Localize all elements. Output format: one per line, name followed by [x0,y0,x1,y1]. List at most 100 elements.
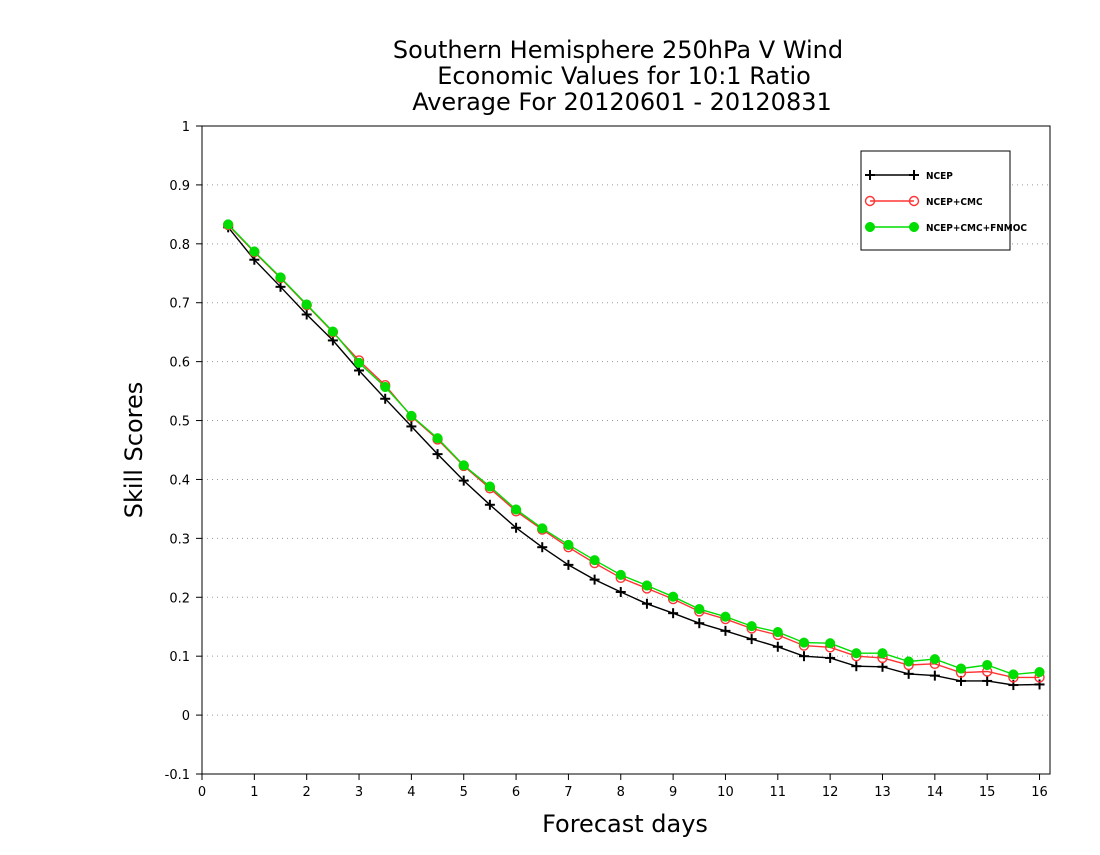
point-2-22 [798,637,810,648]
y-axis-ticks: -0.1 0 0.1 0.2 0.3 0.4 0.5 0.6 0.7 0.8 0.9 1 [165,120,202,783]
x-tick-label-13: 13 [874,785,891,800]
title-line-3: Average For 20120601 - 20120831 [412,88,832,116]
y-tick-label-6: 0.5 [169,415,190,430]
point-2-11 [511,504,522,515]
plot-frame [201,125,1051,775]
point-2-9 [458,460,469,471]
point-2-27 [929,654,940,665]
x-axis-ticks: 0 1 2 3 4 5 6 7 8 9 10 11 12 13 14 15 16 [198,774,1048,800]
y-tick-label-8: 0.7 [169,297,190,312]
point-2-30 [1008,669,1019,680]
point-0-19 [720,625,731,636]
point-0-10 [484,499,495,510]
legend-label-0: NCEP [926,171,953,182]
point-2-12 [537,523,548,534]
point-0-11 [511,522,522,533]
y-tick-label-1: 0 [182,709,190,724]
series-line-2 [227,223,1040,676]
x-tick-label-3: 3 [355,785,363,800]
point-2-8 [432,433,443,444]
point-0-14 [589,574,600,585]
point-0-9 [458,475,469,486]
series-line-1 [227,224,1040,679]
x-tick-label-12: 12 [822,785,839,800]
legend-marker-left-0 [865,170,875,180]
point-2-1 [249,246,260,257]
x-tick-label-7: 7 [564,785,572,800]
point-0-26 [903,668,914,679]
legend-marker-left-1 [864,195,876,207]
y-tick-label-0: -0.1 [165,768,190,783]
y-tick-label-3: 0.2 [169,591,190,606]
point-2-16 [641,580,652,591]
point-2-17 [668,591,679,602]
legend-marker-right-2 [908,221,920,233]
x-tick-label-0: 0 [198,785,206,800]
x-tick-label-1: 1 [250,785,258,800]
y-tick-label-9: 0.8 [169,238,190,253]
x-tick-label-10: 10 [717,785,734,800]
y-tick-label-11: 1 [182,120,190,135]
point-0-16 [641,598,652,609]
y-tick-label-4: 0.3 [169,532,190,547]
x-tick-label-6: 6 [512,785,520,800]
point-2-18 [694,604,705,615]
point-0-25 [877,661,888,672]
point-0-27 [929,670,940,681]
legend-marker-right-0 [909,170,919,180]
title-line-1: Southern Hemisphere 250hPa V Wind [393,36,843,64]
point-2-7 [406,410,417,421]
point-2-25 [877,648,888,659]
point-2-6 [380,381,391,393]
point-2-29 [982,659,993,671]
title-line-2: Economic Values for 10:1 Ratio [437,62,811,90]
point-0-7 [406,421,417,432]
point-0-17 [668,608,679,619]
chart-title: Southern Hemisphere 250hPa V Wind Econom… [393,36,843,116]
point-0-8 [432,449,443,460]
series-0 [223,222,1045,691]
point-0-6 [380,393,391,404]
point-2-0 [223,219,234,230]
point-2-2 [275,272,286,283]
x-tick-label-14: 14 [927,785,944,800]
point-2-14 [589,555,600,566]
legend-label-2: NCEP+CMC+FNMOC [926,223,1027,234]
x-tick-label-5: 5 [460,785,468,800]
point-0-2 [275,281,286,292]
series-line-0 [227,226,1040,686]
y-tick-label-7: 0.6 [169,356,190,371]
x-tick-label-4: 4 [407,785,415,800]
point-0-15 [615,586,626,597]
point-0-18 [694,618,705,629]
legend-marker-right-1 [908,195,920,207]
y-tick-label-10: 0.9 [169,179,190,194]
point-0-12 [537,542,548,553]
y-axis-title: Skill Scores [120,382,148,519]
point-2-15 [615,569,626,580]
point-2-3 [301,299,312,310]
point-0-13 [563,559,574,570]
legend-label-1: NCEP+CMC [926,197,983,208]
x-tick-label-15: 15 [979,785,996,800]
point-2-24 [851,648,862,659]
y-tick-label-2: 0.1 [169,650,190,665]
x-tick-label-8: 8 [617,785,625,800]
point-2-31 [1034,667,1045,678]
legend-marker-left-2 [864,221,876,233]
point-2-20 [746,621,757,632]
point-0-23 [825,652,836,663]
point-2-28 [955,663,967,674]
point-0-22 [798,651,809,662]
legend: NCEP NCEP+CMC NCEP+CMC+FNMOC [860,150,1027,251]
point-2-19 [720,611,731,622]
point-0-24 [851,661,862,672]
point-2-26 [903,656,914,667]
point-0-31 [1034,679,1045,690]
point-0-3 [301,309,312,320]
point-2-23 [825,638,836,649]
x-tick-label-2: 2 [303,785,311,800]
point-0-21 [772,641,783,652]
point-2-13 [563,539,574,550]
point-2-4 [327,326,338,337]
